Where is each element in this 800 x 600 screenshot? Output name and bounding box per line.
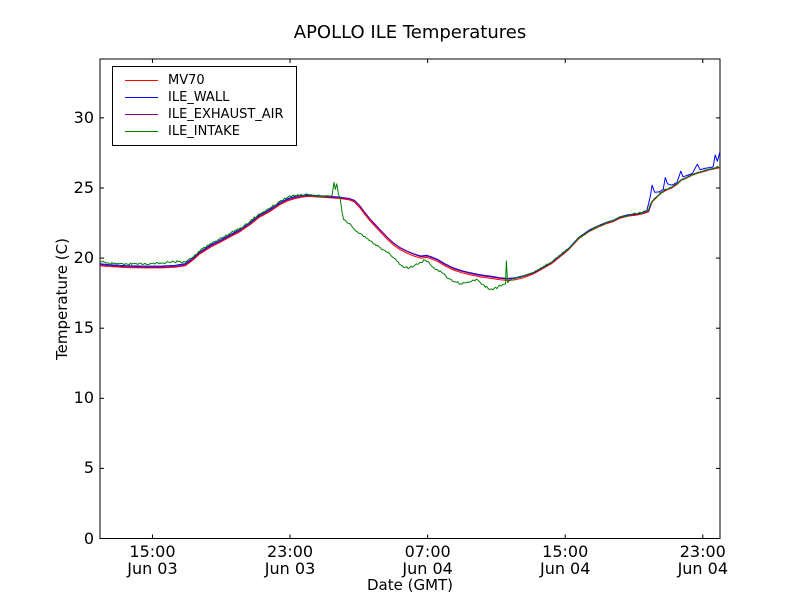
legend-line-sample	[125, 80, 158, 81]
series-line-ile_exhaust_air	[100, 166, 720, 280]
legend-line-sample	[125, 131, 158, 132]
y-tick-label: 0	[83, 528, 94, 548]
x-tick-date: Jun 04	[539, 559, 591, 578]
series-line-mv70	[100, 167, 720, 281]
x-tick-time: 23:00	[266, 542, 314, 561]
axes-frame	[99, 58, 721, 539]
x-axis-label: Date (GMT)	[366, 576, 454, 594]
legend-entry-mv70: MV70	[125, 72, 284, 89]
x-tick-date: Jun 04	[402, 559, 453, 578]
legend-label: ILE_INTAKE	[168, 124, 240, 139]
legend-label: ILE_WALL	[168, 90, 230, 105]
y-tick-label: 30	[73, 107, 94, 127]
x-tick-date: Jun 03	[264, 559, 316, 578]
legend-entry-ile_intake: ILE_INTAKE	[125, 123, 284, 140]
x-tick-label: 23:00 Jun 03	[230, 543, 350, 577]
x-tick-time: 15:00	[129, 542, 176, 561]
x-tick-date: Jun 03	[127, 559, 178, 578]
legend-entry-ile_wall: ILE_WALL	[125, 89, 284, 106]
y-tick-label: 15	[73, 318, 94, 338]
y-tick-label: 25	[73, 177, 94, 197]
x-tick-time: 23:00	[679, 542, 726, 561]
x-tick-date: Jun 04	[677, 559, 729, 578]
chart-title: APOLLO ILE Temperatures	[293, 22, 527, 43]
legend: MV70 ILE_WALL ILE_EXHAUST_AIR ILE_INTAKE	[112, 66, 297, 146]
legend-line-sample	[125, 114, 158, 115]
x-tick-label: 07:00 Jun 04	[368, 543, 488, 577]
legend-label: ILE_EXHAUST_AIR	[168, 107, 284, 122]
x-tick-time: 15:00	[542, 542, 589, 561]
legend-label: MV70	[168, 73, 205, 88]
x-tick-label: 15:00 Jun 04	[505, 543, 625, 577]
tick-marks	[100, 59, 720, 539]
x-tick-time: 07:00	[404, 542, 451, 561]
legend-line-sample	[125, 97, 158, 98]
x-tick-label: 15:00 Jun 03	[92, 543, 212, 577]
series-line-ile_intake	[100, 166, 720, 291]
x-tick-label: 23:00 Jun 04	[643, 543, 763, 577]
y-tick-label: 5	[83, 458, 94, 478]
legend-entry-ile_exhaust_air: ILE_EXHAUST_AIR	[125, 106, 284, 123]
y-tick-label: 20	[73, 248, 94, 268]
y-tick-label: 10	[73, 388, 94, 408]
